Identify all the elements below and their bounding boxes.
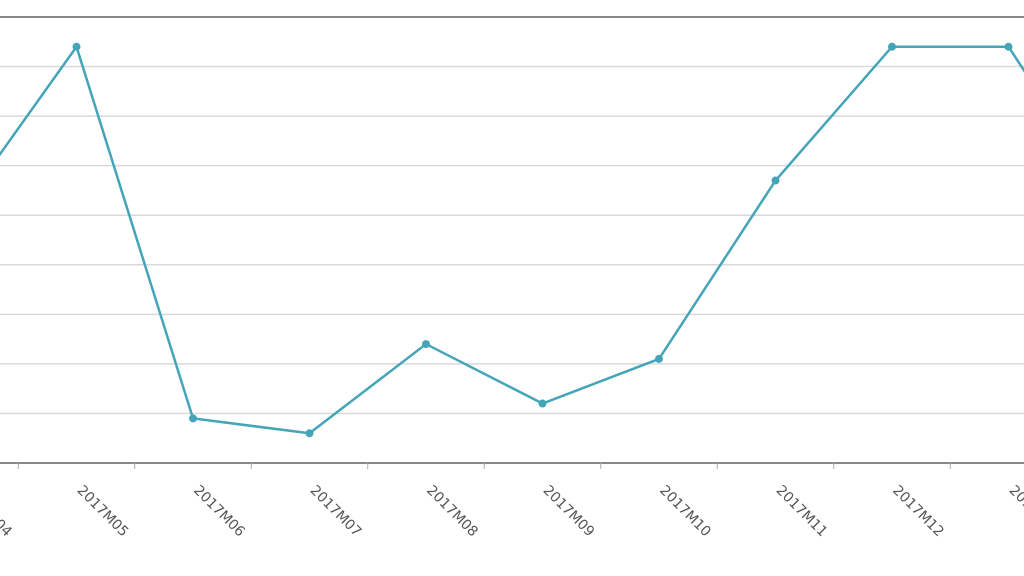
data-point <box>72 42 81 51</box>
x-tick-label: 2017M09 <box>540 483 598 541</box>
data-point <box>888 42 896 51</box>
data-point <box>189 414 197 423</box>
grid <box>0 16 1024 464</box>
x-tick-label: 2017M08 <box>423 483 481 541</box>
x-axis: 2017M04 2017M05 2017M06 2017M07 2017M08 2017M… <box>0 463 1024 540</box>
x-tick-label: 2017M04 <box>0 483 15 541</box>
data-point <box>422 340 430 349</box>
plot-area <box>0 42 1024 438</box>
x-tick-label: 2017M05 <box>74 483 132 541</box>
x-tick-label: 2017M06 <box>190 483 248 541</box>
data-point <box>538 399 547 408</box>
x-tick-label: 2017M10 <box>656 483 714 541</box>
x-tick-label: 2018M01 <box>1006 483 1024 541</box>
data-point <box>305 429 314 438</box>
x-tick-label: 2017M11 <box>773 483 831 541</box>
data-point <box>655 354 663 363</box>
data-point <box>771 176 780 185</box>
line-series <box>0 45 1024 435</box>
data-point <box>1004 42 1013 51</box>
x-tick-label: 2017M07 <box>307 483 365 541</box>
x-tick-label: 2017M12 <box>889 483 947 541</box>
